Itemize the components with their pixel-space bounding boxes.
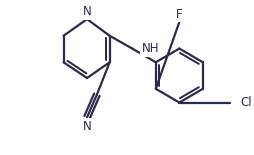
Text: N: N (83, 120, 91, 133)
Text: Cl: Cl (240, 96, 252, 109)
Text: N: N (83, 5, 91, 18)
Text: F: F (176, 8, 183, 21)
Text: NH: NH (142, 42, 160, 55)
